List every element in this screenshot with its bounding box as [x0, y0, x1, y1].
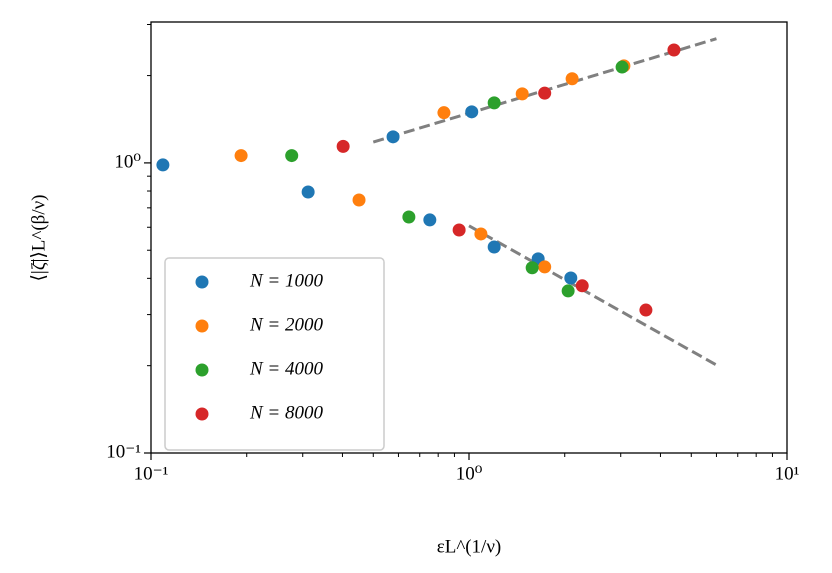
x-tick-label: 10¹: [775, 463, 800, 484]
legend-marker: [195, 275, 209, 289]
fit-line: [468, 224, 718, 367]
legend-label: N = 1000: [249, 270, 323, 291]
scatter-point: [525, 261, 539, 275]
legend-label: N = 8000: [249, 402, 323, 423]
scatter-point: [615, 60, 629, 74]
scatter-point: [423, 213, 437, 227]
legend-marker: [195, 319, 209, 333]
x-tick-label: 10⁻¹: [134, 463, 169, 484]
y-tick-label: 10⁻¹: [106, 441, 141, 462]
scatter-point: [538, 260, 552, 274]
scatter-point: [386, 130, 400, 144]
scatter-point: [564, 271, 578, 285]
scatter-point: [565, 72, 579, 86]
scatter-point: [156, 158, 170, 172]
legend-marker: [195, 407, 209, 421]
x-axis-label: εL^(1/ν): [437, 536, 502, 557]
scatter-point: [465, 105, 479, 119]
scatter-point: [452, 223, 466, 237]
scatter-point: [487, 240, 501, 254]
scatter-point: [538, 86, 552, 100]
scatter-point: [667, 43, 681, 57]
legend-label: N = 4000: [249, 358, 323, 379]
scatter-point: [352, 193, 366, 207]
scatter-point: [515, 87, 529, 101]
scatter-point: [336, 139, 350, 153]
legend-box: [164, 257, 385, 451]
scatter-point: [487, 96, 501, 110]
scatter-point: [561, 284, 575, 298]
legend-label: N = 2000: [249, 314, 323, 335]
scatter-point: [301, 185, 315, 199]
x-tick-label: 10⁰: [456, 463, 483, 484]
scatter-point: [402, 210, 416, 224]
y-axis-label: ⟨|ζ̄|⟩L^(β/ν): [28, 194, 49, 281]
scatter-point: [474, 227, 488, 241]
scatter-point: [234, 149, 248, 163]
scatter-point: [285, 149, 299, 163]
scatter-point: [639, 303, 653, 317]
legend-marker: [195, 363, 209, 377]
scatter-point: [575, 279, 589, 293]
y-tick-label: 10⁰: [114, 151, 141, 172]
scatter-point: [437, 106, 451, 120]
legend: N = 1000 N = 2000 N = 4000 N = 8000: [164, 257, 385, 451]
plot-frame: [150, 21, 788, 454]
